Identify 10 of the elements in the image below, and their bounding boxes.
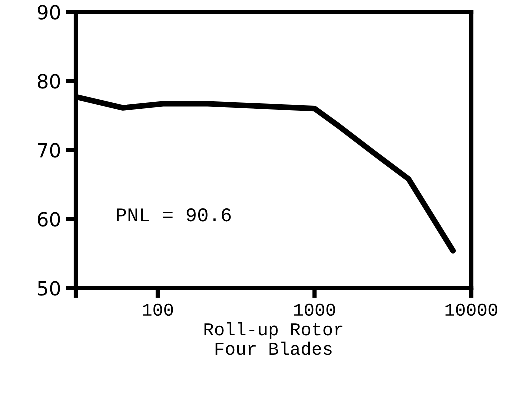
x-axis-title: Roll-up Rotor Four Blades (204, 322, 343, 356)
y-tick-label: 50 (38, 281, 60, 296)
y-tick-label: 60 (38, 212, 60, 227)
x-tick-label: 1000 (294, 304, 336, 316)
y-tick-label: 70 (38, 143, 60, 158)
x-tick-label: 100 (143, 304, 174, 316)
x-tick-label: 10000 (446, 304, 498, 316)
y-tick-label: 80 (38, 74, 60, 89)
y-tick-label: 90 (38, 5, 60, 20)
annotation: PNL = 90.6 (117, 208, 232, 222)
